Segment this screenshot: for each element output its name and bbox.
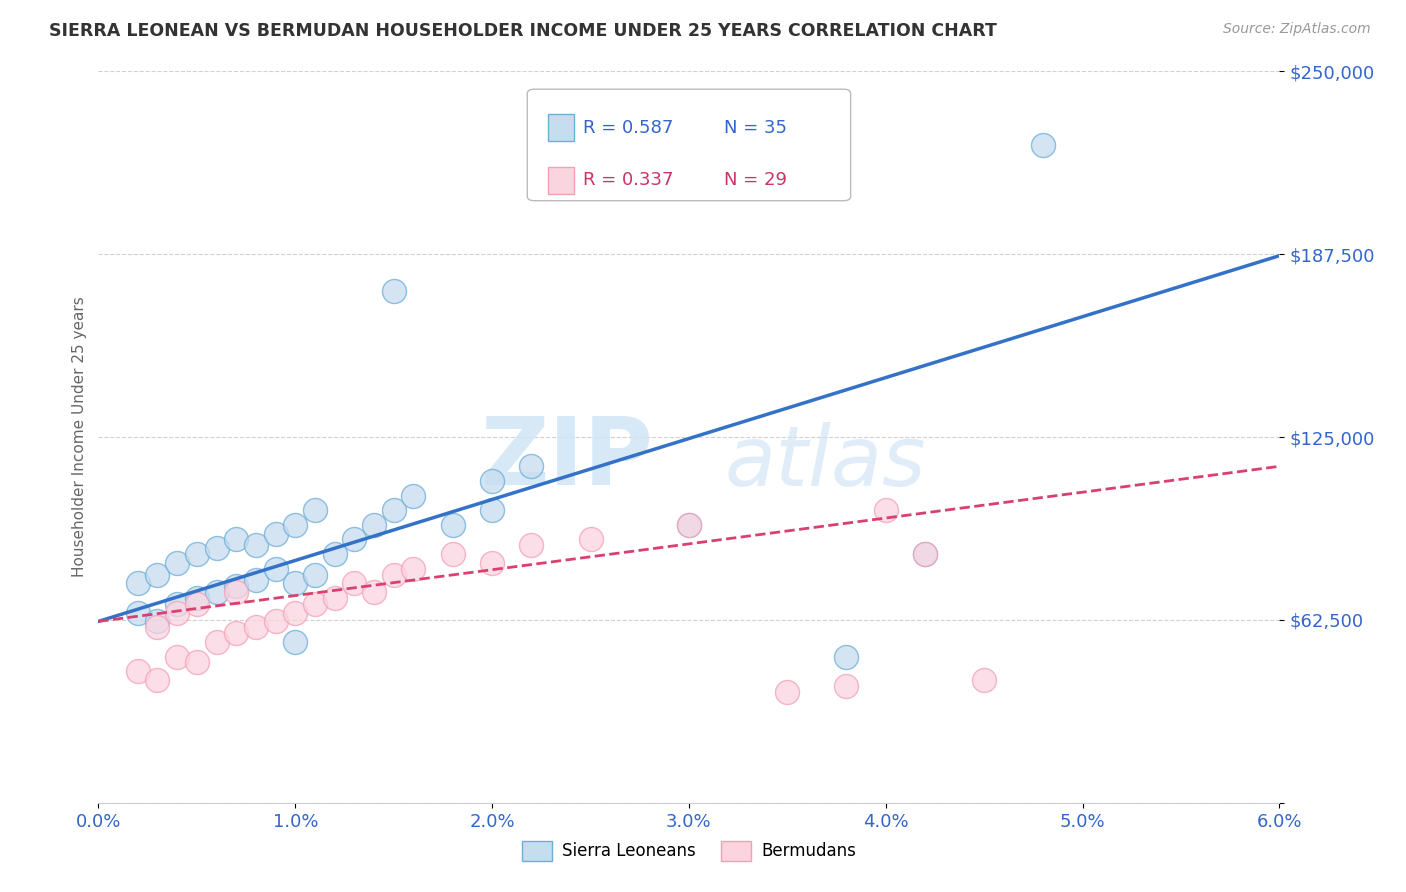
Point [402, 562, 425, 576]
Point [678, 517, 700, 532]
Point [579, 533, 602, 547]
Point [441, 517, 464, 532]
Legend: Sierra Leoneans, Bermudans: Sierra Leoneans, Bermudans [516, 834, 862, 868]
Point [304, 597, 326, 611]
Point [166, 649, 188, 664]
Point [225, 533, 247, 547]
Point [1032, 137, 1054, 152]
Point [127, 606, 149, 620]
Point [127, 664, 149, 678]
Point [146, 567, 169, 582]
Point [382, 503, 405, 517]
Text: SIERRA LEONEAN VS BERMUDAN HOUSEHOLDER INCOME UNDER 25 YEARS CORRELATION CHART: SIERRA LEONEAN VS BERMUDAN HOUSEHOLDER I… [49, 22, 997, 40]
Point [363, 517, 385, 532]
Y-axis label: Householder Income Under 25 years: Householder Income Under 25 years [72, 297, 87, 577]
Point [382, 567, 405, 582]
Point [284, 606, 307, 620]
Point [304, 503, 326, 517]
Point [186, 656, 208, 670]
Point [264, 562, 287, 576]
Point [835, 649, 858, 664]
Point [363, 585, 385, 599]
Point [520, 538, 543, 552]
Point [481, 556, 503, 570]
Point [166, 606, 188, 620]
Text: ZIP: ZIP [481, 413, 654, 505]
Point [343, 533, 366, 547]
Point [481, 503, 503, 517]
Point [146, 620, 169, 634]
Point [776, 684, 799, 698]
Point [914, 547, 936, 561]
Point [225, 579, 247, 593]
Point [245, 538, 267, 552]
Point [402, 489, 425, 503]
Point [166, 597, 188, 611]
Point [186, 597, 208, 611]
Point [264, 526, 287, 541]
Point [914, 547, 936, 561]
Point [284, 576, 307, 591]
Text: N = 29: N = 29 [724, 171, 787, 189]
Point [205, 635, 228, 649]
Point [186, 547, 208, 561]
Point [284, 517, 307, 532]
Point [875, 503, 897, 517]
Text: R = 0.337: R = 0.337 [583, 171, 673, 189]
Point [520, 459, 543, 474]
Point [225, 626, 247, 640]
Text: R = 0.587: R = 0.587 [583, 119, 673, 136]
Point [323, 547, 346, 561]
Text: atlas: atlas [724, 422, 927, 503]
Point [284, 635, 307, 649]
Point [146, 673, 169, 687]
Point [245, 574, 267, 588]
Text: Source: ZipAtlas.com: Source: ZipAtlas.com [1223, 22, 1371, 37]
Point [343, 576, 366, 591]
Text: N = 35: N = 35 [724, 119, 787, 136]
Point [166, 556, 188, 570]
Point [323, 591, 346, 605]
Point [127, 576, 149, 591]
Point [835, 679, 858, 693]
Point [205, 541, 228, 556]
Point [441, 547, 464, 561]
Point [382, 284, 405, 298]
Point [481, 474, 503, 488]
Point [973, 673, 995, 687]
Point [205, 585, 228, 599]
Point [245, 620, 267, 634]
Point [186, 591, 208, 605]
Point [146, 615, 169, 629]
Point [678, 517, 700, 532]
Point [264, 615, 287, 629]
Point [225, 585, 247, 599]
Point [304, 567, 326, 582]
